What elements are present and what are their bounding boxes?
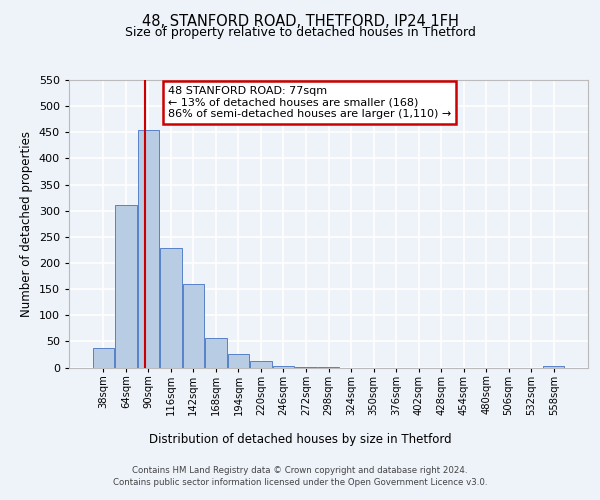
Bar [273,366,294,368]
Bar [160,248,182,368]
Bar [182,284,204,368]
Text: Size of property relative to detached houses in Thetford: Size of property relative to detached ho… [125,26,475,39]
Bar [92,348,114,368]
Bar [228,354,249,368]
Bar [250,361,272,368]
Bar [295,367,317,368]
Text: 48, STANFORD ROAD, THETFORD, IP24 1FH: 48, STANFORD ROAD, THETFORD, IP24 1FH [142,14,458,29]
Text: Contains public sector information licensed under the Open Government Licence v3: Contains public sector information licen… [113,478,487,487]
Bar [205,338,227,368]
Bar [137,130,159,368]
Y-axis label: Number of detached properties: Number of detached properties [20,130,33,317]
Text: Contains HM Land Registry data © Crown copyright and database right 2024.: Contains HM Land Registry data © Crown c… [132,466,468,475]
Text: Distribution of detached houses by size in Thetford: Distribution of detached houses by size … [149,432,451,446]
Bar [543,366,565,368]
Text: 48 STANFORD ROAD: 77sqm
← 13% of detached houses are smaller (168)
86% of semi-d: 48 STANFORD ROAD: 77sqm ← 13% of detache… [167,86,451,119]
Bar [115,206,137,368]
Bar [318,367,339,368]
